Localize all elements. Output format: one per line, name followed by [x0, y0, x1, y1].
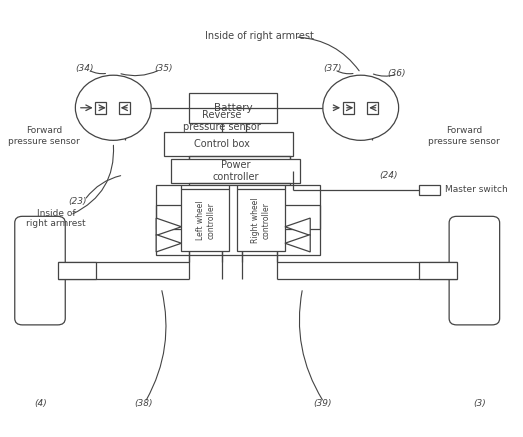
- Bar: [164, 132, 292, 156]
- Bar: [237, 189, 285, 251]
- Bar: [367, 102, 378, 114]
- Circle shape: [75, 75, 151, 140]
- Text: (4): (4): [35, 399, 48, 408]
- Text: (3): (3): [473, 399, 486, 408]
- Bar: [189, 94, 277, 123]
- Bar: [419, 185, 440, 194]
- Text: (24): (24): [379, 171, 398, 180]
- Text: (35): (35): [154, 64, 173, 73]
- Text: Right wheel
controller: Right wheel controller: [251, 198, 271, 243]
- Text: (38): (38): [134, 399, 153, 408]
- Text: Inside of right armrest: Inside of right armrest: [206, 31, 314, 41]
- Polygon shape: [285, 218, 310, 236]
- Bar: [172, 159, 300, 183]
- Circle shape: [323, 75, 399, 140]
- Bar: [95, 102, 106, 114]
- Text: Inside of
right armrest: Inside of right armrest: [26, 209, 86, 228]
- Text: (39): (39): [314, 399, 332, 408]
- Bar: [181, 189, 230, 251]
- Text: (37): (37): [324, 64, 342, 73]
- Polygon shape: [156, 218, 181, 236]
- Bar: [156, 185, 320, 255]
- Bar: [58, 262, 96, 279]
- Text: (23): (23): [69, 197, 87, 206]
- FancyBboxPatch shape: [15, 216, 65, 325]
- Text: Power
controller: Power controller: [212, 160, 259, 182]
- Bar: [343, 102, 354, 114]
- FancyBboxPatch shape: [449, 216, 499, 325]
- Text: Left wheel
controller: Left wheel controller: [196, 201, 215, 240]
- Text: (36): (36): [387, 69, 405, 77]
- Text: Control box: Control box: [194, 139, 250, 149]
- Bar: [419, 262, 457, 279]
- Text: Reverse
pressure sensor: Reverse pressure sensor: [183, 110, 261, 132]
- Text: Forward
pressure sensor: Forward pressure sensor: [428, 126, 500, 146]
- Text: Battery: Battery: [214, 103, 253, 113]
- Text: Master switch: Master switch: [445, 185, 508, 194]
- Polygon shape: [285, 235, 310, 252]
- Text: (34): (34): [75, 64, 94, 73]
- Bar: [119, 102, 130, 114]
- Text: Forward
pressure sensor: Forward pressure sensor: [8, 126, 80, 146]
- Polygon shape: [156, 235, 181, 252]
